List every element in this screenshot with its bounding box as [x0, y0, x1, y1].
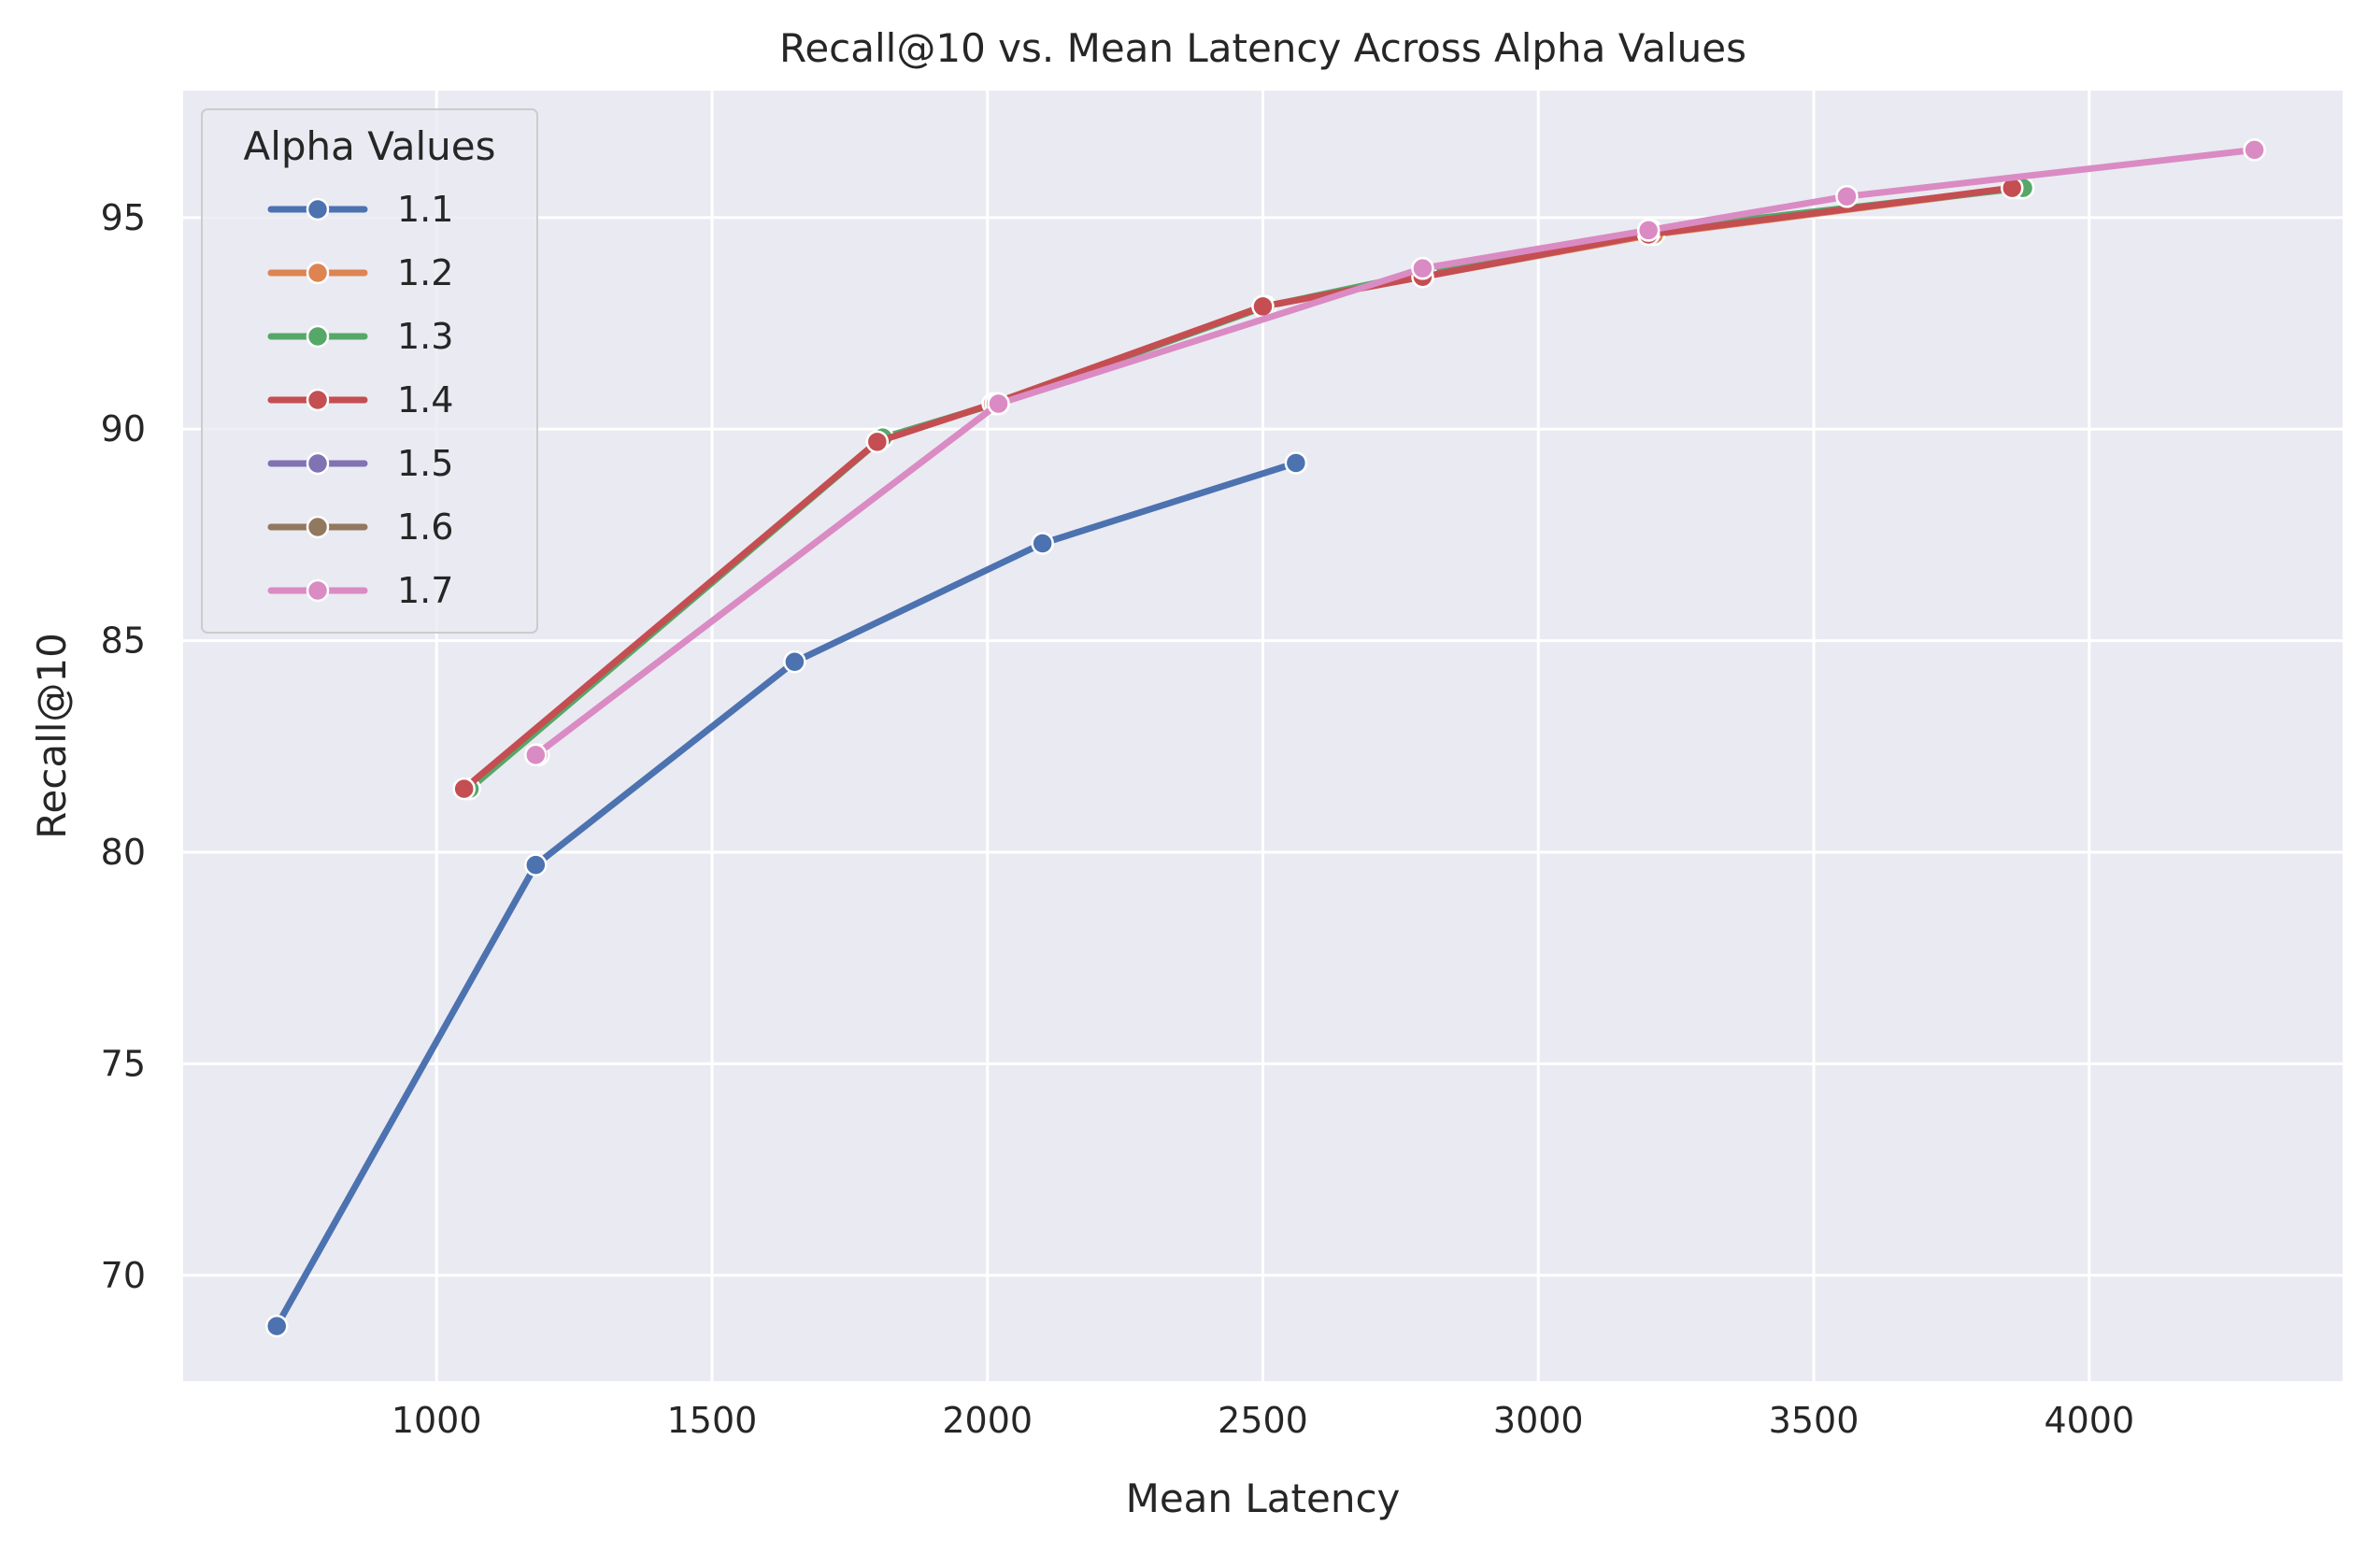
x-tick-label: 1000 — [392, 1400, 482, 1441]
legend-item-1.1: 1.1 — [267, 189, 453, 230]
series-1.7 — [524, 138, 2266, 767]
x-tick-label: 3500 — [1769, 1400, 1860, 1441]
data-point — [865, 430, 890, 454]
legend-swatch-marker — [306, 261, 330, 285]
legend-item-1.6: 1.6 — [267, 506, 453, 548]
data-point — [987, 392, 1010, 416]
series-line — [532, 146, 2259, 759]
legend-swatch-marker — [306, 197, 330, 221]
legend-label: 1.7 — [397, 570, 453, 611]
legend-item-1.7: 1.7 — [267, 570, 453, 611]
legend-item-1.5: 1.5 — [267, 443, 453, 484]
legend-swatch-marker — [306, 451, 330, 476]
y-tick-label: 90 — [101, 408, 146, 449]
series-1.1 — [264, 451, 1308, 1338]
x-tick-label: 1500 — [667, 1400, 758, 1441]
gridlines — [183, 91, 2343, 1381]
data-point — [264, 1314, 289, 1338]
legend-swatch-marker — [306, 324, 330, 349]
legend-swatch-marker — [306, 388, 330, 412]
y-axis-label: Recall@10 — [29, 633, 75, 839]
legend-item-1.3: 1.3 — [267, 316, 453, 357]
y-tick-labels: 70 75 80 85 90 95 — [101, 197, 146, 1296]
data-point — [452, 777, 476, 801]
y-tick-label: 70 — [101, 1255, 146, 1296]
y-tick-label: 95 — [101, 197, 146, 238]
data-point — [1031, 532, 1054, 555]
legend-item-1.4: 1.4 — [267, 379, 453, 421]
legend-label: 1.6 — [397, 506, 453, 548]
chart-title: Recall@10 vs. Mean Latency Across Alpha … — [779, 25, 1746, 71]
legend-title: Alpha Values — [244, 123, 496, 169]
x-tick-label: 4000 — [2044, 1400, 2134, 1441]
x-tick-label: 2500 — [1218, 1400, 1308, 1441]
x-tick-label: 2000 — [942, 1400, 1033, 1441]
legend: Alpha Values 1.1 1.2 1.3 1.4 1.5 1.6 1.7 — [201, 108, 538, 634]
data-point — [1636, 219, 1660, 242]
legend-items: 1.1 1.2 1.3 1.4 1.5 1.6 1.7 — [267, 189, 453, 611]
data-point — [783, 650, 806, 674]
x-tick-label: 3000 — [1493, 1400, 1584, 1441]
data-point — [1251, 294, 1275, 319]
legend-label: 1.4 — [397, 379, 453, 421]
x-tick-labels: 1000 1500 2000 2500 3000 3500 4000 — [392, 1400, 2134, 1441]
data-point — [524, 743, 548, 767]
legend-label: 1.3 — [397, 316, 453, 357]
y-tick-label: 75 — [101, 1043, 146, 1084]
series-group — [264, 138, 2266, 1338]
legend-item-1.2: 1.2 — [267, 252, 453, 293]
x-axis-label: Mean Latency — [1126, 1476, 1401, 1521]
data-point — [524, 853, 548, 877]
legend-box — [201, 108, 538, 634]
legend-label: 1.2 — [397, 252, 453, 293]
data-point — [1411, 256, 1434, 280]
y-tick-label: 85 — [101, 620, 146, 662]
data-point — [1284, 451, 1308, 475]
y-tick-label: 80 — [101, 832, 146, 873]
legend-label: 1.5 — [397, 443, 453, 484]
legend-label: 1.1 — [397, 189, 453, 230]
data-point — [1835, 184, 1859, 208]
data-point — [2243, 138, 2266, 162]
legend-swatch-marker — [306, 515, 330, 539]
legend-swatch-marker — [306, 578, 330, 603]
